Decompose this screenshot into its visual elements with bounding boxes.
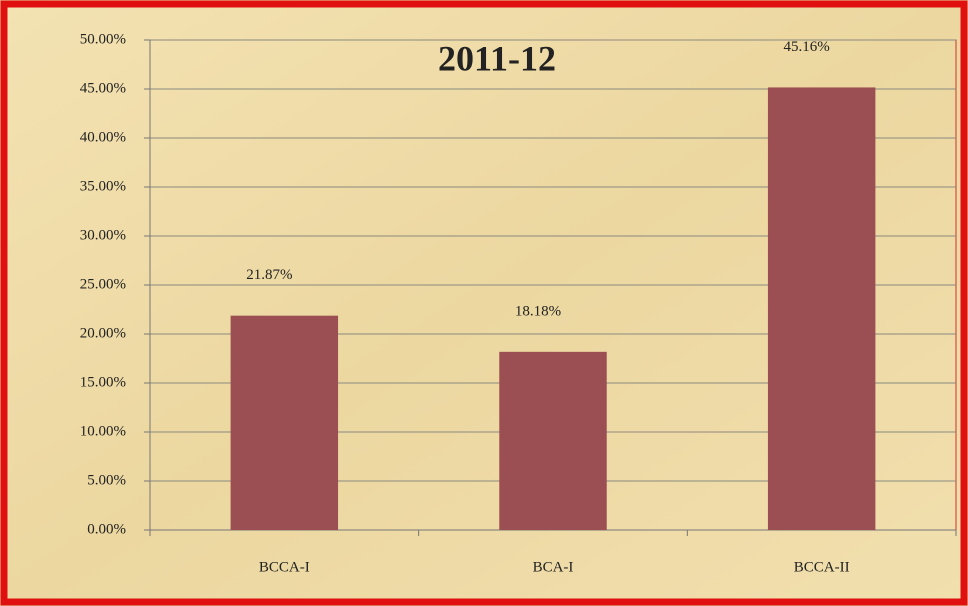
- y-tick-label: 40.00%: [80, 129, 126, 145]
- bar: [230, 315, 339, 530]
- y-tick-label: 10.00%: [80, 423, 126, 439]
- bar: [499, 351, 607, 530]
- y-tick-label: 0.00%: [87, 521, 126, 537]
- y-tick-label: 35.00%: [80, 178, 126, 194]
- y-tick-label: 30.00%: [80, 227, 126, 243]
- chart-title: 2011-12: [438, 38, 556, 78]
- y-tick-label: 5.00%: [87, 472, 126, 488]
- y-tick-label: 25.00%: [80, 276, 126, 292]
- data-label: 18.18%: [515, 303, 561, 319]
- y-tick-label: 20.00%: [80, 325, 126, 341]
- data-label: 21.87%: [246, 267, 292, 283]
- y-tick-label: 50.00%: [80, 31, 126, 47]
- x-tick-label: BCCA-II: [794, 559, 850, 575]
- y-tick-label: 15.00%: [80, 374, 126, 390]
- x-tick-label: BCA-I: [533, 559, 574, 575]
- x-tick-label: BCCA-I: [259, 559, 310, 575]
- y-tick-label: 45.00%: [80, 80, 126, 96]
- bar: [767, 87, 876, 530]
- data-label: 45.16%: [784, 39, 830, 55]
